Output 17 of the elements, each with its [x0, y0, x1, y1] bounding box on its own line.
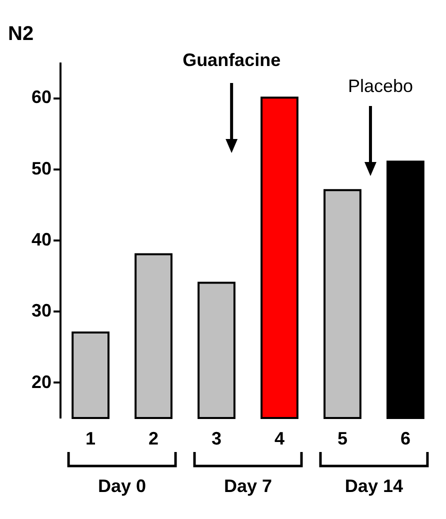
y-tick-label: 30 [31, 300, 52, 321]
text: Day 0 [98, 476, 146, 497]
annotation: Guanfacine [182, 50, 281, 71]
text: Day 7 [224, 476, 272, 497]
y-tick-label: 40 [31, 230, 52, 250]
y-tick-label: 60 [31, 87, 52, 108]
x-tick-label: 2 [148, 428, 159, 448]
text: Day 14 [344, 476, 403, 497]
x-tick-label: 1 [86, 428, 96, 448]
x-tick-label: 4 [274, 428, 284, 448]
annotation: Placebo [348, 76, 413, 97]
chart-title: N2 [8, 23, 34, 45]
x-tick-label: 6 [400, 428, 410, 448]
x-tick-label: 3 [212, 428, 222, 448]
x-tick-label: 5 [337, 428, 348, 448]
y-tick-label: 50 [31, 158, 52, 178]
y-tick-label: 20 [31, 372, 52, 392]
